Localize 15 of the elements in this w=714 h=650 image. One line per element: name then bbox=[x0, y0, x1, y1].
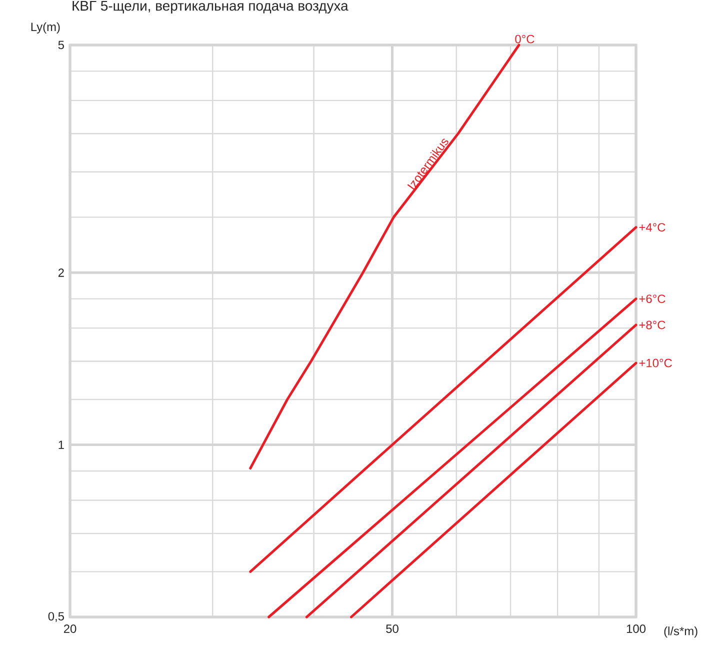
x-axis-title: (l/s*m) bbox=[664, 626, 698, 638]
chart-title: КВГ 5-щели, вертикальная подача воздуха bbox=[72, 0, 348, 14]
y-axis-title: Ly(m) bbox=[31, 22, 60, 34]
series-label: 0°C bbox=[515, 34, 534, 44]
x-tick-label: 20 bbox=[64, 624, 76, 633]
series-label: +10°C bbox=[639, 358, 672, 368]
y-tick-label: 1 bbox=[58, 440, 64, 449]
x-tick-label: 50 bbox=[386, 624, 398, 633]
series-label: +4°C bbox=[639, 223, 666, 232]
y-tick-label: 5 bbox=[58, 40, 64, 50]
y-tick-label: 2 bbox=[58, 268, 64, 277]
series-label: +6°C bbox=[639, 294, 666, 304]
x-tick-label: 100 bbox=[626, 624, 646, 633]
y-tick-label: 0,5 bbox=[48, 612, 64, 622]
series-label: +8°C bbox=[639, 320, 666, 330]
